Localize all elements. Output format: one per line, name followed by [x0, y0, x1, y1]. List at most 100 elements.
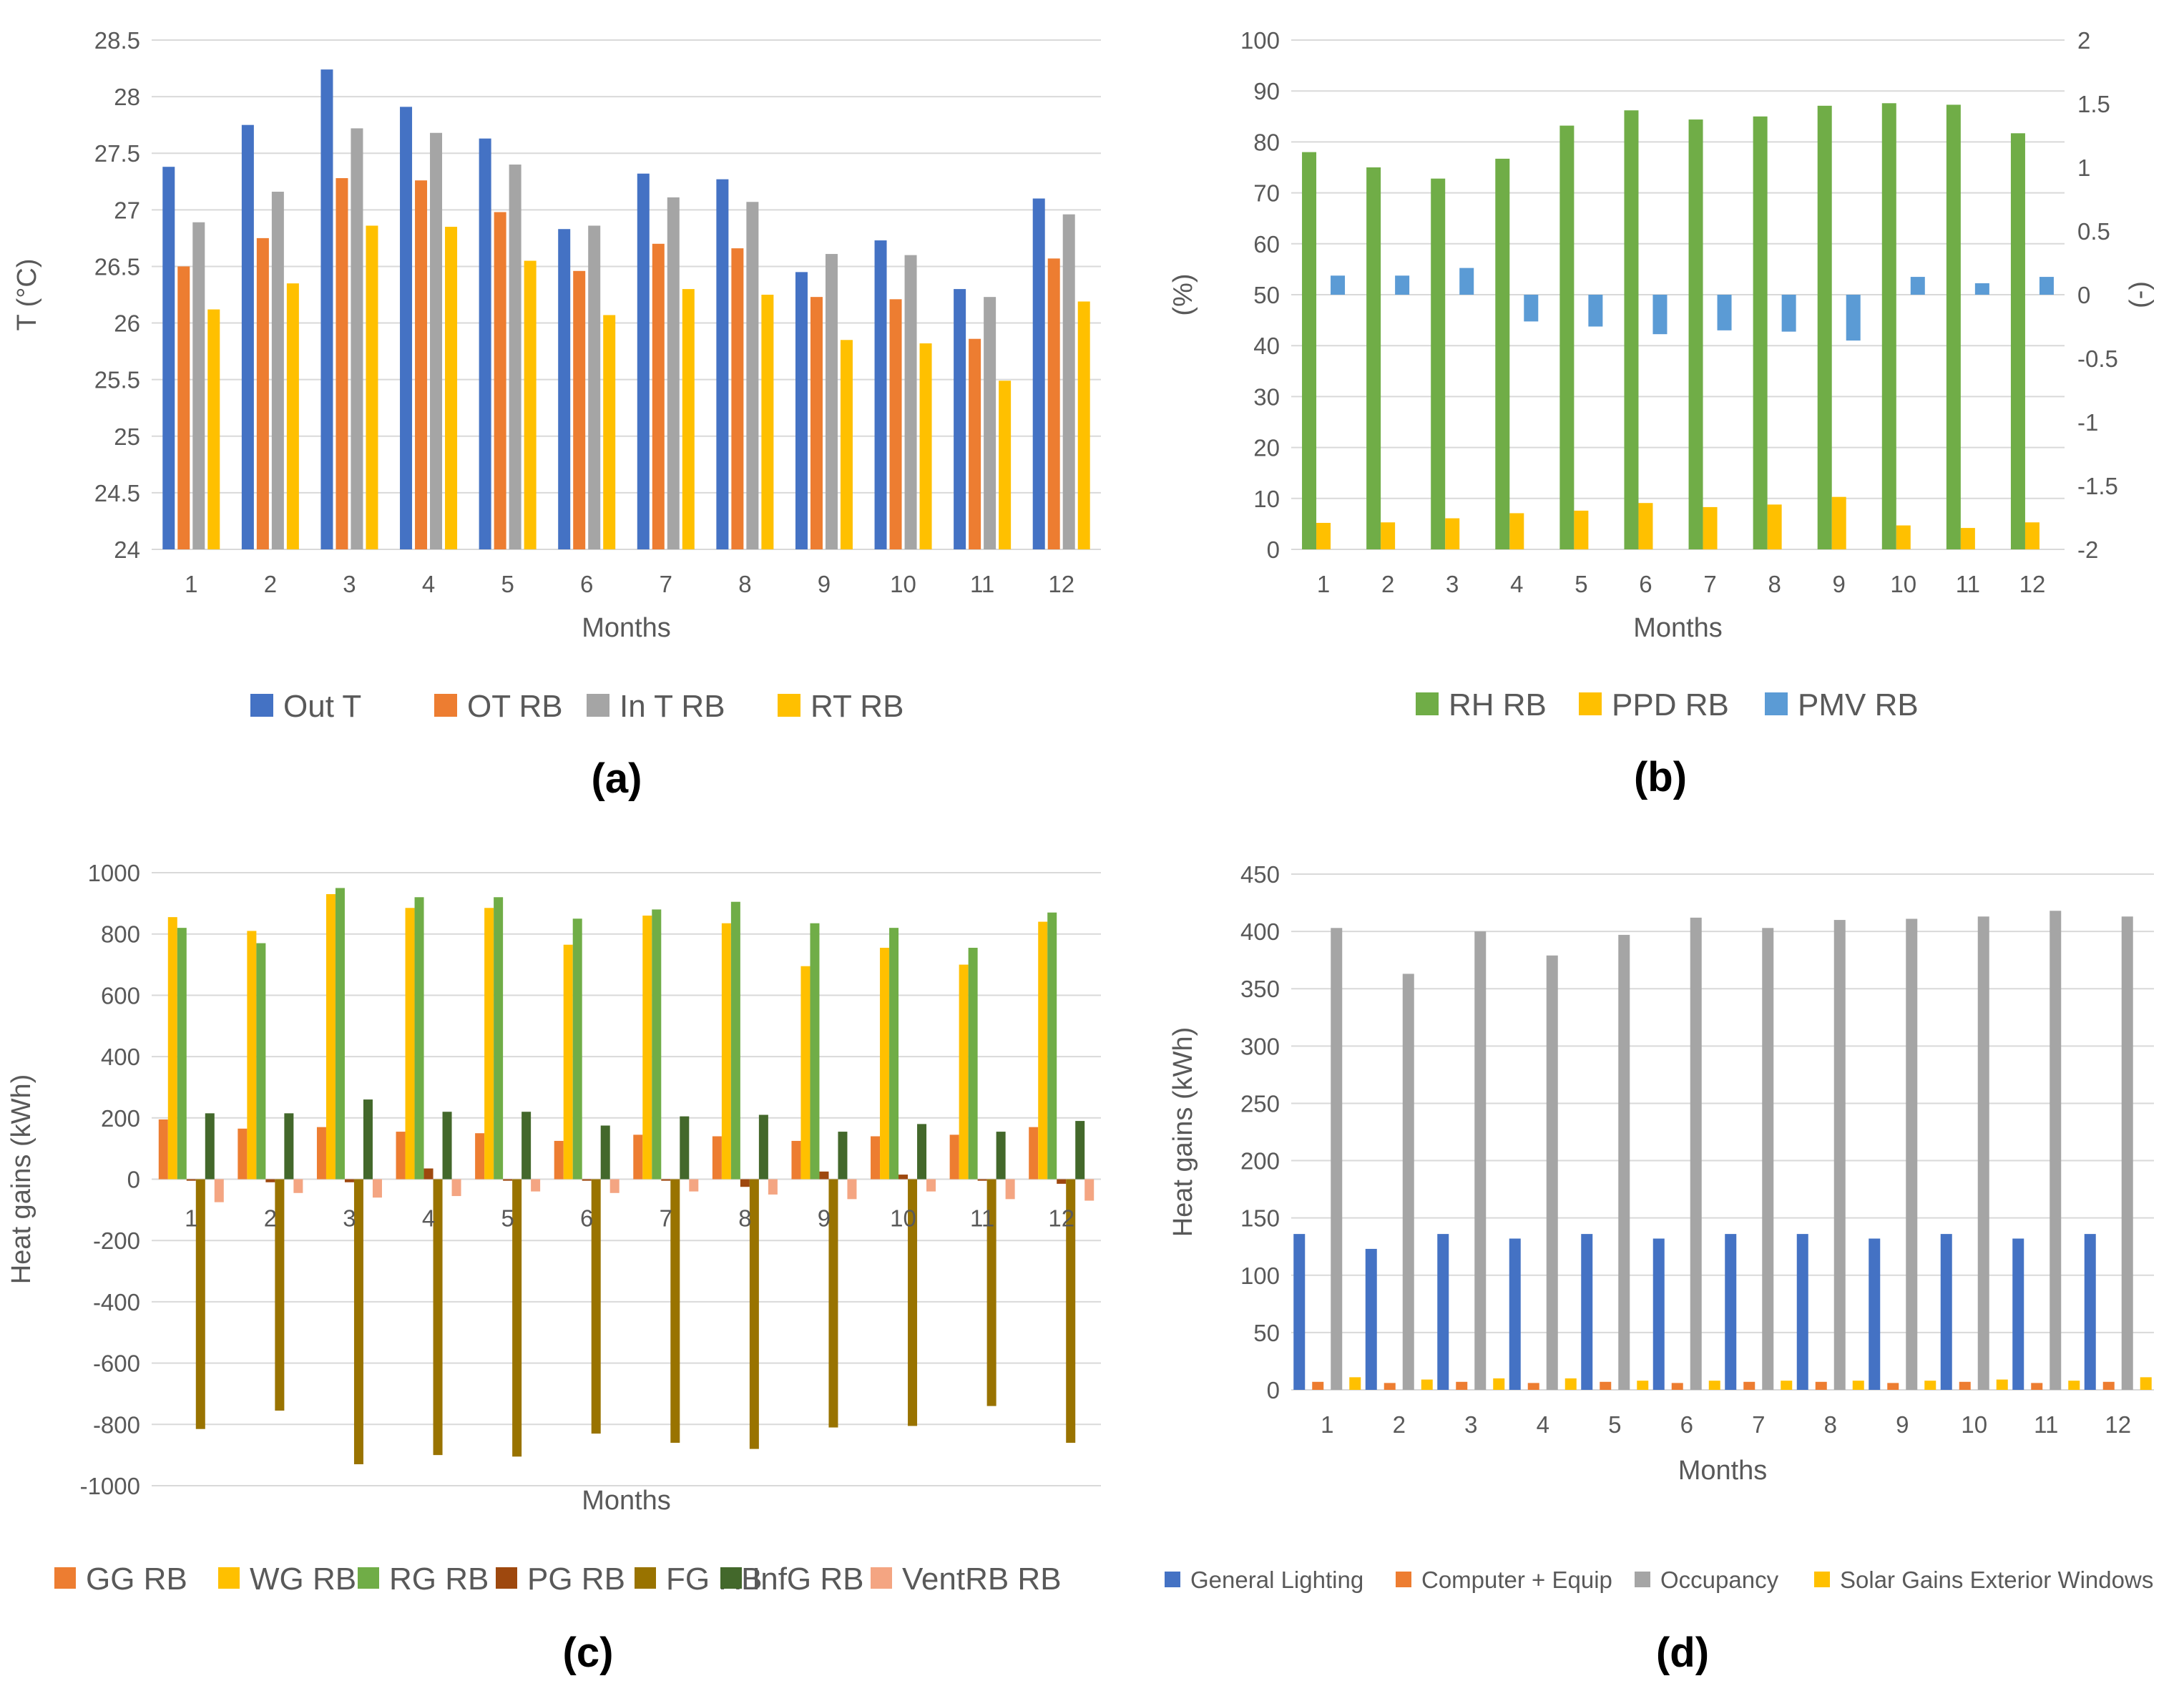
bar-d-s2-m1 [1331, 928, 1343, 1390]
bar-c-s5-m7 [680, 1116, 690, 1180]
bar-d-s1-m11 [2031, 1383, 2043, 1390]
bar-d-s1-m6 [1671, 1383, 1683, 1390]
bar-c-s6-m7 [689, 1179, 699, 1192]
bar-c-s3-m8 [740, 1179, 750, 1187]
y-tick-label: 24 [114, 536, 140, 563]
bar-a-s2-m3 [351, 128, 363, 549]
bar-a-s0-m4 [400, 107, 413, 550]
bar-c-s2-m12 [1047, 912, 1057, 1180]
bar-c-s1-m10 [880, 947, 890, 1180]
legend-swatch [1416, 692, 1439, 715]
x-axis-title: Months [1633, 613, 1723, 643]
y-tick-label: 200 [1240, 1148, 1280, 1175]
panel-label: (b) [1634, 754, 1687, 800]
x-tick-label: 8 [1768, 571, 1781, 597]
bar-b-s1-m1 [1316, 522, 1331, 549]
bar-d-s0-m1 [1293, 1234, 1306, 1390]
bar-a-s3-m3 [366, 225, 378, 549]
legend-swatch [1579, 692, 1602, 715]
bar-c-s1-m7 [642, 915, 652, 1180]
x-tick-label: 9 [1833, 571, 1846, 597]
bar-c-s2-m2 [256, 943, 266, 1180]
y-tick-label: 60 [1253, 231, 1280, 258]
bar-b-s0-m11 [1946, 104, 1961, 549]
legend-label: Computer + Equip [1421, 1567, 1612, 1593]
x-tick-label: 1 [1321, 1411, 1333, 1438]
x-tick-label: 5 [501, 1205, 514, 1232]
x-tick-label: 11 [970, 571, 994, 597]
bar-a-s3-m6 [603, 315, 616, 549]
bar-d-s1-m9 [1887, 1383, 1899, 1390]
bar-d-s3-m6 [1708, 1381, 1720, 1390]
y-tick-label: 300 [1240, 1033, 1280, 1059]
bar-c-s4-m4 [433, 1179, 443, 1456]
bar-d-s0-m2 [1365, 1248, 1377, 1390]
bar-d-s2-m11 [2050, 911, 2062, 1390]
bar-a-s3-m12 [1077, 301, 1090, 549]
x-tick-label: 10 [1890, 571, 1916, 597]
x-tick-label: 8 [1824, 1411, 1837, 1438]
bar-d-s1-m3 [1456, 1381, 1468, 1390]
bar-a-s3-m9 [840, 340, 853, 549]
x-tick-label: 7 [660, 1205, 672, 1232]
bar-c-s3-m10 [898, 1175, 909, 1180]
bar-d-s3-m3 [1493, 1378, 1505, 1390]
bar-d-s2-m10 [1977, 916, 1989, 1390]
bar-d-s3-m9 [1924, 1381, 1936, 1390]
y-right-tick-label: 2 [2077, 27, 2090, 54]
bar-b-s1-m9 [1831, 496, 1846, 549]
y-tick-label: 800 [101, 921, 140, 948]
x-tick-label: 8 [738, 1205, 751, 1232]
bar-c-s6-m1 [214, 1179, 224, 1202]
bar-c-s1-m5 [484, 908, 494, 1180]
y-tick-label: 26.5 [94, 253, 140, 280]
bar-d-s0-m10 [1940, 1234, 1952, 1390]
legend-label: PPD RB [1612, 687, 1729, 722]
bar-a-s0-m1 [162, 167, 175, 550]
bar-c-s2-m1 [177, 928, 187, 1180]
bar-a-s2-m7 [667, 197, 680, 549]
bar-c-s2-m8 [730, 901, 740, 1180]
y-tick-label: 10 [1253, 486, 1280, 512]
bar-d-s1-m2 [1384, 1383, 1396, 1390]
y-tick-label: -800 [93, 1411, 140, 1438]
bar-a-s2-m8 [746, 202, 759, 549]
bar-d-s1-m1 [1312, 1381, 1324, 1390]
legend-label: Solar Gains Exterior Windows [1840, 1567, 2153, 1593]
bar-d-s2-m2 [1402, 974, 1414, 1390]
bar-c-s0-m7 [633, 1134, 643, 1180]
bar-a-s0-m12 [1032, 198, 1045, 549]
bar-a-s0-m7 [637, 173, 650, 550]
legend-label: PG RB [527, 1562, 625, 1597]
bar-c-s0-m10 [871, 1136, 881, 1180]
y-tick-label: 350 [1240, 976, 1280, 1002]
bar-c-s2-m3 [335, 888, 345, 1180]
bar-d-s3-m4 [1564, 1378, 1577, 1390]
y-tick-label: 0 [1267, 1377, 1280, 1403]
bar-d-s3-m5 [1637, 1381, 1649, 1390]
y-tick-label: 30 [1253, 383, 1280, 410]
legend-label: OT RB [467, 689, 563, 724]
bar-d-s2-m3 [1474, 931, 1487, 1390]
x-tick-label: 3 [343, 571, 356, 597]
bar-c-s1-m1 [167, 917, 177, 1180]
bar-b-s2-m7 [1717, 295, 1732, 330]
y-right-tick-label: -1 [2077, 409, 2098, 436]
y-tick-label: 90 [1253, 78, 1280, 104]
bar-b-s2-m1 [1331, 275, 1346, 295]
bar-c-s6-m4 [451, 1179, 461, 1197]
bar-b-s0-m1 [1302, 152, 1317, 549]
x-tick-label: 3 [1446, 571, 1459, 597]
bar-a-s3-m10 [919, 343, 932, 549]
legend-swatch [496, 1567, 517, 1589]
bar-a-s2-m4 [430, 132, 443, 550]
bar-d-s3-m2 [1421, 1379, 1433, 1390]
x-tick-label: 4 [422, 571, 435, 597]
bar-a-s0-m9 [795, 272, 808, 549]
bar-b-s0-m10 [1881, 103, 1896, 550]
y-axis-title: Heat gains (kWh) [1168, 1027, 1198, 1237]
bar-b-s0-m12 [2010, 133, 2025, 549]
bar-c-s5-m1 [205, 1113, 215, 1180]
bar-c-s5-m11 [996, 1132, 1006, 1180]
